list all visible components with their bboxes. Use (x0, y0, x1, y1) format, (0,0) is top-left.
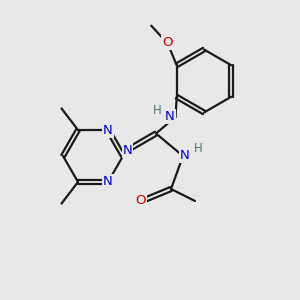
Text: N: N (180, 149, 189, 162)
Text: N: N (123, 143, 132, 157)
Text: N: N (103, 176, 113, 188)
Text: N: N (165, 110, 175, 123)
Text: H: H (152, 104, 161, 117)
Text: N: N (103, 124, 113, 136)
Text: H: H (194, 142, 203, 155)
Text: O: O (136, 194, 146, 208)
Text: O: O (163, 36, 173, 49)
